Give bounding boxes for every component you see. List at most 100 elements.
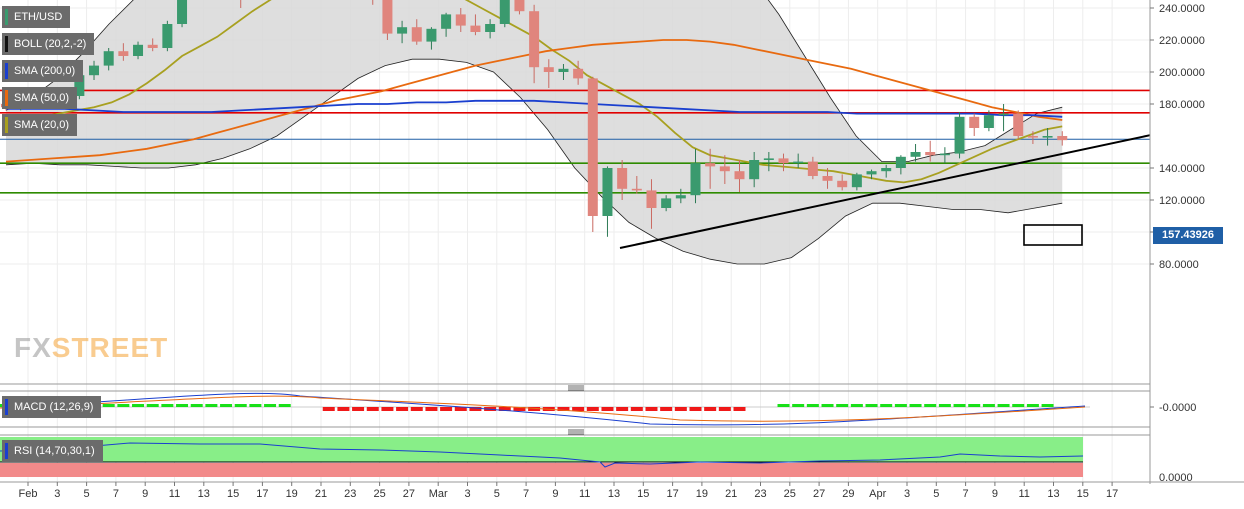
time-tick-label: 5 <box>494 488 500 500</box>
panel-resize-handle <box>568 429 584 435</box>
candle-body <box>661 198 672 208</box>
legend-rsi[interactable]: RSI (14,70,30,1) <box>2 440 103 462</box>
macd-histogram-bar <box>337 407 350 411</box>
price-tick-label: 120.0000 <box>1159 195 1205 207</box>
legend-macd[interactable]: MACD (12,26,9) <box>2 396 102 418</box>
time-tick-label: Feb <box>19 488 38 500</box>
candles <box>1 0 1068 237</box>
macd-histogram-bar <box>1026 404 1039 407</box>
macd-histogram-bar <box>1041 404 1054 407</box>
macd-histogram-bar <box>278 404 291 407</box>
candle-body <box>998 113 1009 116</box>
rsi-tick-label: 0.0000 <box>1159 472 1193 484</box>
time-tick-label: 29 <box>842 488 854 500</box>
macd-histogram-bar <box>704 407 717 411</box>
candle-body <box>89 65 100 76</box>
macd-histogram-bar <box>982 404 995 407</box>
macd-histogram-bar <box>425 407 438 411</box>
candle-body <box>675 195 686 199</box>
macd-histogram-bar <box>132 404 145 407</box>
candle-body <box>147 44 158 48</box>
candle-body <box>1057 136 1068 141</box>
macd-signal-line <box>0 395 1086 422</box>
macd-histogram-bar <box>968 404 981 407</box>
candle-body <box>690 163 701 196</box>
price-tick-label: 240.0000 <box>1159 3 1205 15</box>
time-tick-label: 25 <box>373 488 385 500</box>
time-tick-label: 19 <box>286 488 298 500</box>
ascending-trendline <box>619 134 1151 249</box>
candle-body <box>734 171 745 180</box>
macd-histogram-bar <box>909 404 922 407</box>
time-tick-label: 23 <box>754 488 766 500</box>
macd-histogram-bar <box>850 404 863 407</box>
price-tick-label: 140.0000 <box>1159 163 1205 175</box>
legend-sma200-swatch <box>5 63 8 79</box>
candle-body <box>558 68 569 72</box>
bollinger-band-area <box>6 0 1063 264</box>
macd-histogram-bar <box>718 407 731 411</box>
macd-histogram-bar <box>733 407 746 411</box>
macd-histogram-bar <box>660 407 673 411</box>
time-tick-label: 27 <box>813 488 825 500</box>
macd-histogram-bar <box>689 407 702 411</box>
candle-body <box>793 161 804 164</box>
candle-body <box>719 166 730 172</box>
legend-sma50[interactable]: SMA (50,0) <box>2 87 78 109</box>
macd-histogram-bar <box>997 404 1010 407</box>
time-tick-label: 3 <box>464 488 470 500</box>
price-tick-label: 180.0000 <box>1159 99 1205 111</box>
macd-histogram-bar <box>601 407 614 411</box>
macd-histogram-bar <box>381 407 394 411</box>
macd-histogram-bar <box>498 407 511 411</box>
time-tick-label: 7 <box>963 488 969 500</box>
candle-body <box>602 168 613 216</box>
time-tick-label: 17 <box>256 488 268 500</box>
legend-sma20-swatch <box>5 117 8 133</box>
time-tick-label: 7 <box>113 488 119 500</box>
time-tick-label: 11 <box>579 488 590 500</box>
candle-body <box>895 156 906 168</box>
time-tick-label: 13 <box>198 488 210 500</box>
candle-body <box>162 24 173 48</box>
macd-histogram-bar <box>924 404 937 407</box>
candle-body <box>529 11 540 68</box>
macd-histogram-bar <box>469 407 482 411</box>
candle-body <box>837 180 848 188</box>
time-tick-label: 19 <box>696 488 708 500</box>
time-tick-label: 9 <box>142 488 148 500</box>
legend-sma20[interactable]: SMA (20,0) <box>2 114 78 136</box>
macd-histogram-bar <box>836 404 849 407</box>
time-tick-label: 13 <box>1047 488 1059 500</box>
candle-body <box>763 158 774 160</box>
macd-histogram-bar <box>630 407 643 411</box>
macd-histogram-bar <box>1012 404 1025 407</box>
candle-body <box>426 28 437 42</box>
bollinger-lower-line <box>5 58 1063 265</box>
macd-histogram-bar <box>410 407 423 411</box>
fxstreet-watermark-logo: FXSTREET <box>14 332 168 364</box>
candle-body <box>910 152 921 157</box>
legend-macd-swatch <box>5 399 8 415</box>
macd-histogram-bar <box>938 404 951 407</box>
candle-body <box>177 0 188 24</box>
legend-symbol[interactable]: ETH/USD <box>2 6 71 28</box>
time-tick-label: 21 <box>315 488 327 500</box>
candle-body <box>103 51 114 66</box>
candle-body <box>631 188 642 191</box>
time-tick-label: 13 <box>608 488 620 500</box>
legend-boll[interactable]: BOLL (20,2,-2) <box>2 33 95 55</box>
time-tick-label: 5 <box>84 488 90 500</box>
macd-histogram-bar <box>674 407 687 411</box>
candle-body <box>118 51 129 56</box>
time-tick-label: Apr <box>869 488 886 500</box>
legend-boll-swatch <box>5 36 8 52</box>
macd-histogram-bar <box>557 407 570 411</box>
macd-histogram-bar <box>953 404 966 407</box>
legend-rsi-label: RSI (14,70,30,1) <box>14 445 95 457</box>
candle-body <box>133 44 144 56</box>
macd-histogram-bar <box>572 407 585 411</box>
legend-sma200[interactable]: SMA (200,0) <box>2 60 84 82</box>
legend-symbol-label: ETH/USD <box>14 11 63 23</box>
candle-body <box>822 176 833 181</box>
